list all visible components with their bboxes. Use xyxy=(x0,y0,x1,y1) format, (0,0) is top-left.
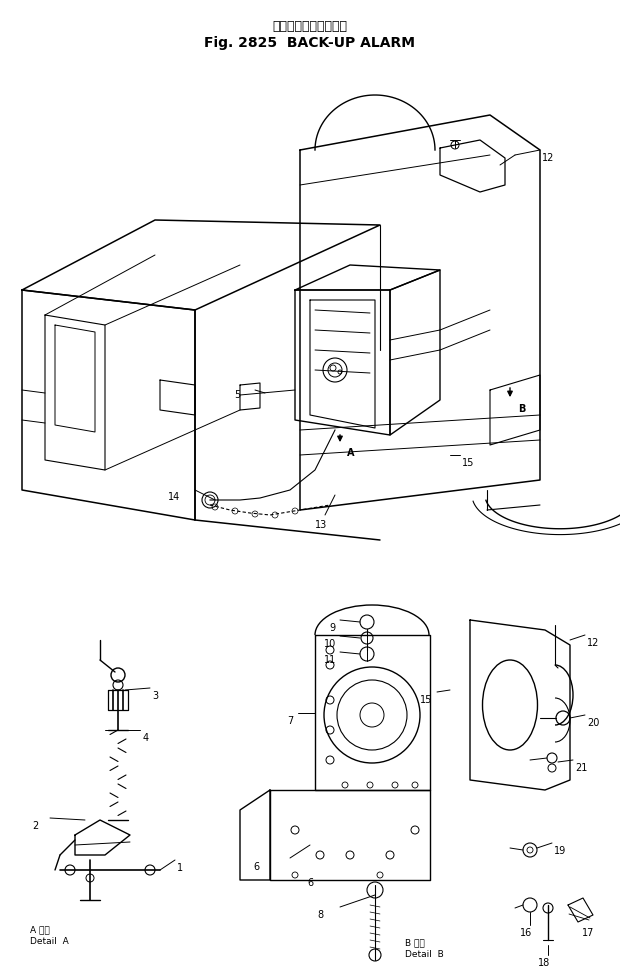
Text: Fig. 2825  BACK-UP ALARM: Fig. 2825 BACK-UP ALARM xyxy=(205,36,415,50)
Text: 13: 13 xyxy=(315,520,327,530)
Text: 8: 8 xyxy=(318,910,324,920)
Text: A 詳細: A 詳細 xyxy=(30,925,50,934)
Text: Detail  B: Detail B xyxy=(405,950,444,959)
Text: 5: 5 xyxy=(234,390,240,400)
Text: 6: 6 xyxy=(254,862,260,872)
Text: 17: 17 xyxy=(582,928,595,938)
Text: 14: 14 xyxy=(168,492,180,502)
Text: 7: 7 xyxy=(286,716,293,726)
Text: 18: 18 xyxy=(538,958,550,968)
Text: 15: 15 xyxy=(420,695,432,705)
Text: 4: 4 xyxy=(143,733,149,743)
Text: Detail  A: Detail A xyxy=(30,937,69,946)
Text: 20: 20 xyxy=(587,718,600,728)
Text: 10: 10 xyxy=(324,639,336,649)
Text: バックアップアラーム: バックアップアラーム xyxy=(273,20,347,33)
Text: A: A xyxy=(347,448,355,458)
Text: 19: 19 xyxy=(554,846,566,856)
Text: 3: 3 xyxy=(152,691,158,701)
Text: 9: 9 xyxy=(330,623,336,633)
Text: B: B xyxy=(518,404,525,414)
Text: 2: 2 xyxy=(32,821,38,831)
Text: 6: 6 xyxy=(307,878,313,888)
Text: B 詳細: B 詳細 xyxy=(405,938,425,947)
Text: 12: 12 xyxy=(542,153,554,163)
Text: 21: 21 xyxy=(575,763,587,773)
Text: 1: 1 xyxy=(177,863,183,873)
Text: 15: 15 xyxy=(462,458,474,468)
Text: 12: 12 xyxy=(587,638,600,648)
Text: 11: 11 xyxy=(324,655,336,665)
Text: 16: 16 xyxy=(520,928,532,938)
